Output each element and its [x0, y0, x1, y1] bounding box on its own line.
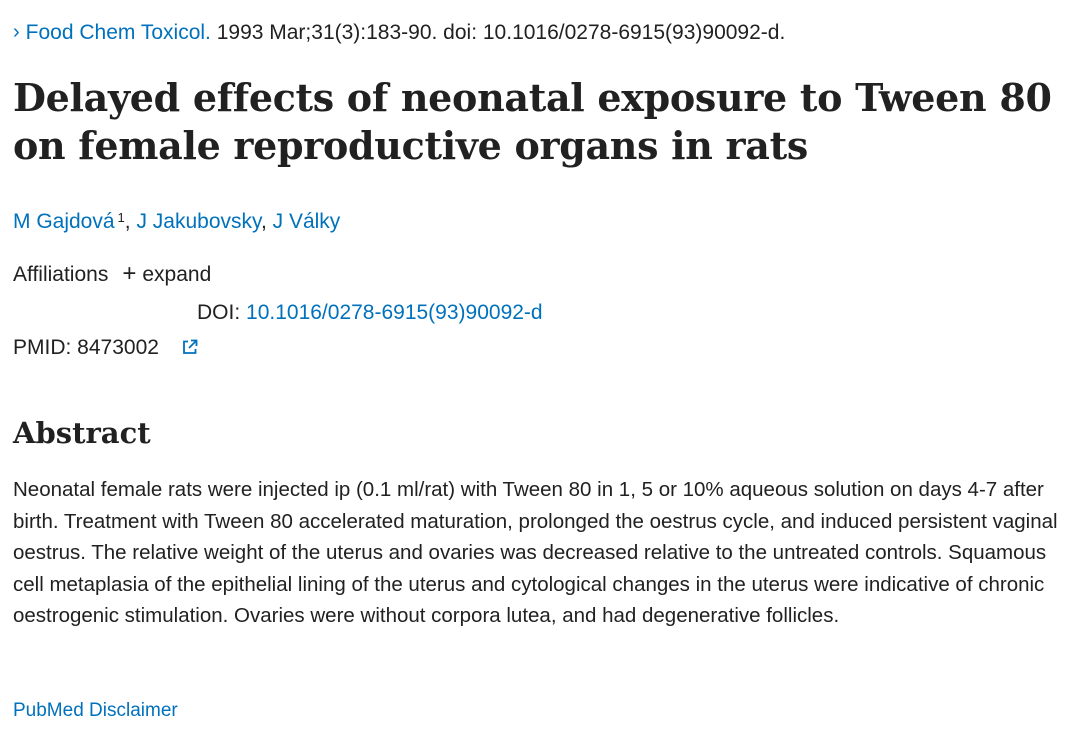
journal-citation: › Food Chem Toxicol. 1993 Mar;31(3):183-9… [13, 20, 785, 46]
abstract-heading: Abstract [13, 416, 151, 450]
article-title: Delayed effects of neonatal exposure to … [13, 75, 1052, 168]
doi-link[interactable]: 10.1016/0278-6915(93)90092-d [246, 301, 543, 324]
affiliations-expand-toggle[interactable]: expand [142, 263, 212, 286]
author-link[interactable]: J Jakubovsky [136, 210, 261, 233]
author-separator: , [260, 210, 273, 233]
author-link[interactable]: J Války [272, 210, 341, 233]
author-link[interactable]: M Gajdová [13, 210, 115, 233]
author-list: M Gajdová 1, J Jakubovsky, J Války [13, 208, 340, 236]
abstract-text: Neonatal female rats were injected ip (0… [13, 478, 1058, 627]
affiliation-ref[interactable]: 1 [117, 210, 125, 225]
pmid-row: PMID: 8473002 [13, 334, 199, 362]
citation-details: 1993 Mar;31(3):183-90. doi: 10.1016/0278… [210, 21, 786, 44]
pubmed-disclaimer-link[interactable]: PubMed Disclaimer [13, 700, 178, 721]
journal-link[interactable]: Food Chem Toxicol. [25, 21, 211, 44]
pmid-label: PMID: 8473002 [13, 336, 159, 359]
author-separator: , [124, 210, 137, 233]
chevron-right-icon[interactable]: › [13, 21, 20, 43]
doi-label: DOI: [197, 301, 247, 324]
plus-icon[interactable]: + [122, 260, 137, 287]
doi-row: DOI: 10.1016/0278-6915(93)90092-d [197, 299, 543, 327]
external-link-icon[interactable] [181, 336, 199, 354]
affiliations-label: Affiliations [13, 263, 109, 286]
affiliations-row: Affiliations + expand [13, 260, 211, 289]
